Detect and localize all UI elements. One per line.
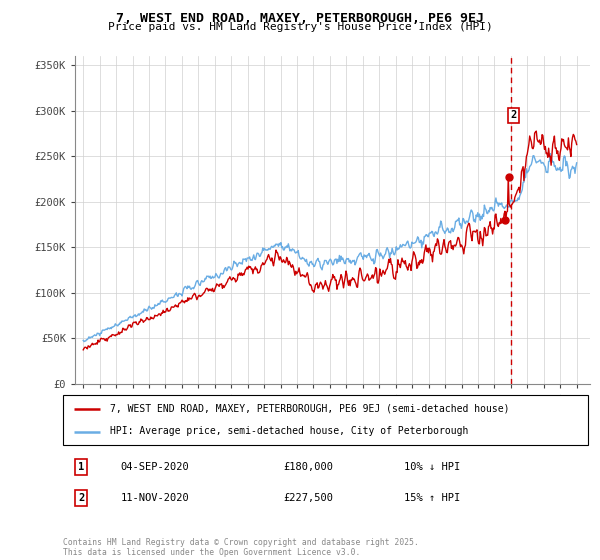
Text: £227,500: £227,500	[284, 493, 334, 503]
Text: £180,000: £180,000	[284, 462, 334, 472]
Text: Contains HM Land Registry data © Crown copyright and database right 2025.
This d: Contains HM Land Registry data © Crown c…	[63, 538, 419, 557]
FancyBboxPatch shape	[63, 395, 588, 445]
Text: Price paid vs. HM Land Registry's House Price Index (HPI): Price paid vs. HM Land Registry's House …	[107, 22, 493, 32]
Text: 7, WEST END ROAD, MAXEY, PETERBOROUGH, PE6 9EJ: 7, WEST END ROAD, MAXEY, PETERBOROUGH, P…	[116, 12, 484, 25]
Text: 15% ↑ HPI: 15% ↑ HPI	[404, 493, 461, 503]
Text: 1: 1	[78, 462, 85, 472]
Text: 10% ↓ HPI: 10% ↓ HPI	[404, 462, 461, 472]
Text: 2: 2	[78, 493, 85, 503]
Text: 11-NOV-2020: 11-NOV-2020	[121, 493, 190, 503]
Text: HPI: Average price, semi-detached house, City of Peterborough: HPI: Average price, semi-detached house,…	[110, 427, 469, 436]
Text: 7, WEST END ROAD, MAXEY, PETERBOROUGH, PE6 9EJ (semi-detached house): 7, WEST END ROAD, MAXEY, PETERBOROUGH, P…	[110, 404, 510, 413]
Text: 2: 2	[510, 110, 517, 120]
Text: 04-SEP-2020: 04-SEP-2020	[121, 462, 190, 472]
